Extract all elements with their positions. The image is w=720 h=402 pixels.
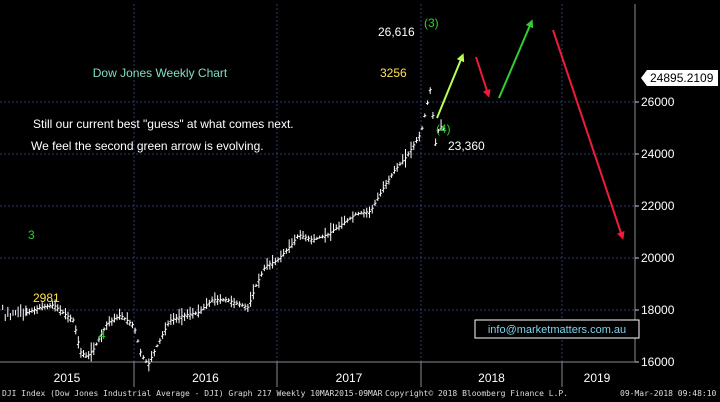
price-tag-box [641, 70, 718, 86]
price-tag: 24895.2109 [641, 70, 718, 86]
price-tag-value: 24895.2109 [650, 71, 714, 85]
wave-4-2016-label: 4 [99, 328, 106, 342]
x-tick-label: 2016 [192, 371, 219, 385]
x-axis: 2015 2016 2017 2018 2019 [54, 362, 611, 387]
y-tick-label: 18000 [641, 303, 675, 317]
x-tick-label: 2017 [336, 371, 363, 385]
footer-left-text: DJI Index (Dow Jones Industrial Average … [2, 389, 383, 398]
y-tick-label: 16000 [641, 355, 675, 369]
x-tick-label: 2018 [478, 371, 505, 385]
wave-3-2015-label: 3 [28, 228, 35, 242]
email-box: info@marketmatters.com.au [474, 319, 640, 339]
footer-bar: DJI Index (Dow Jones Industrial Average … [0, 387, 720, 402]
drop-value-label: 3256 [380, 66, 407, 80]
low-value-label: 23,360 [448, 139, 485, 153]
footer-copyright: Copyright© 2018 Bloomberg Finance L.P. [385, 389, 569, 398]
y-axis: 16000 18000 20000 22000 24000 26000 [635, 95, 675, 369]
forecast-arrow-up-large [498, 19, 534, 99]
low-wave-label: (4) [436, 122, 451, 136]
commentary-line-2: We feel the second green arrow is evolvi… [31, 139, 264, 153]
y-tick-label: 24000 [641, 147, 675, 161]
forecast-arrow-down-large [552, 29, 625, 240]
forecast-arrow-up-small [436, 53, 465, 119]
footer-timestamp: 09-Mar-2018 09:48:10 [620, 389, 717, 398]
y-tick-label: 22000 [641, 199, 675, 213]
email-box-frame [474, 319, 640, 339]
grid-lines [0, 4, 636, 363]
y-tick-label: 20000 [641, 251, 675, 265]
chart-title: Dow Jones Weekly Chart [93, 66, 228, 80]
x-tick-label: 2015 [54, 371, 81, 385]
peak-value-label: 26,616 [378, 25, 415, 39]
peak-wave-label: (3) [424, 16, 439, 30]
price-bars [2, 87, 446, 372]
commentary-line-1: Still our current best "guess" at what c… [33, 117, 294, 131]
x-tick-label: 2019 [584, 371, 611, 385]
y-tick-label: 26000 [641, 95, 675, 109]
email-text: info@marketmatters.com.au [488, 324, 626, 336]
forecast-arrows [436, 19, 625, 240]
forecast-arrow-down-small [475, 56, 491, 98]
drop-2015-label: 2981 [33, 291, 60, 305]
